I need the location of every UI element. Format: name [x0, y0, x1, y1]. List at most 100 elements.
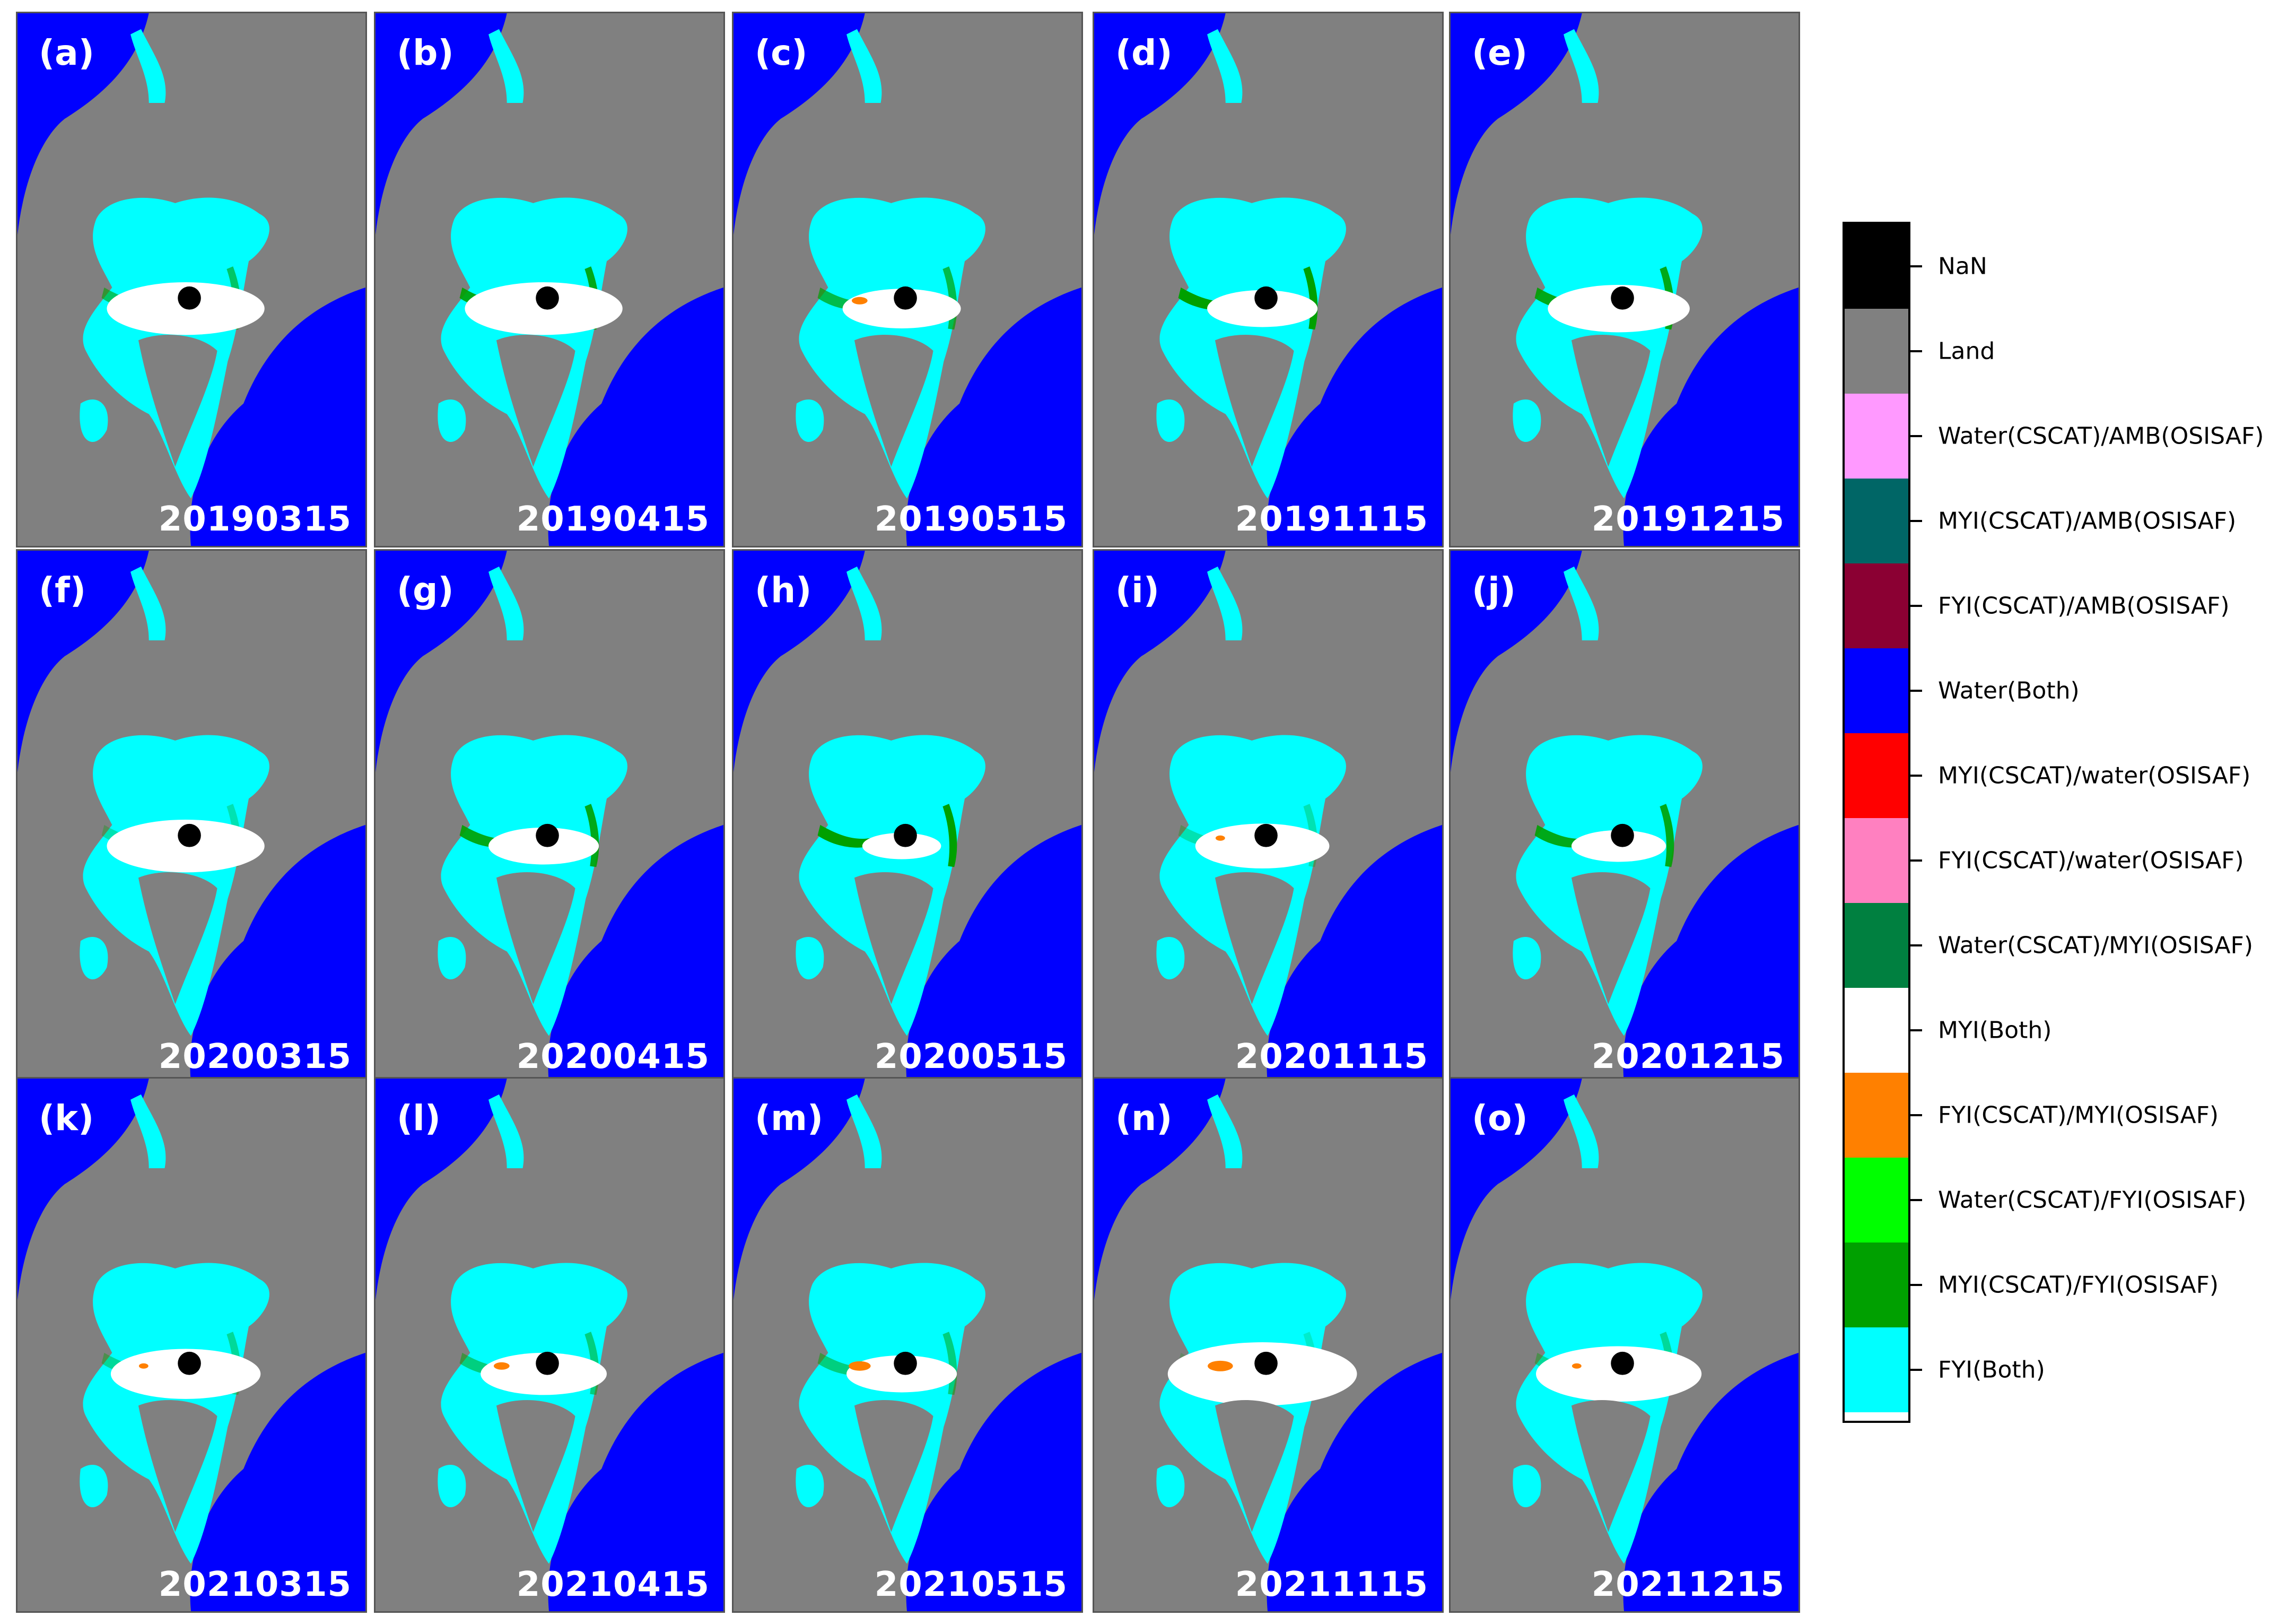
legend-label: MYI(Both): [1938, 1016, 2052, 1044]
ocean-region: [18, 1079, 149, 1300]
pole-marker: [1611, 1351, 1634, 1375]
land-region: [138, 1400, 217, 1532]
legend-tick: [1908, 1114, 1922, 1116]
land-region: [138, 334, 217, 467]
map-panel: (o) 20211215: [1449, 1077, 1800, 1613]
panel-date: 20200315: [158, 1037, 352, 1076]
legend-tick: [1908, 520, 1922, 522]
pole-marker: [894, 1351, 917, 1375]
legend-swatch: [1845, 309, 1908, 394]
panel-letter: (b): [397, 32, 454, 73]
ocean-region: [376, 551, 507, 772]
land-region: [854, 872, 933, 1004]
pole-marker: [178, 823, 201, 847]
land-region: [138, 872, 217, 1004]
panel-letter: (c): [755, 32, 808, 73]
sea-ice-region: [1564, 1094, 1599, 1168]
legend-tick: [1908, 1029, 1922, 1031]
ocean-region: [1267, 824, 1442, 1083]
land-region: [854, 334, 933, 467]
polar-map: [1094, 1079, 1442, 1611]
polar-map: [376, 551, 723, 1083]
sea-ice-region: [80, 1464, 108, 1508]
ocean-region: [190, 824, 365, 1083]
panel-date: 20210315: [158, 1565, 352, 1604]
map-panel: (m) 20210515: [732, 1077, 1083, 1613]
map-panel: (k) 20210315: [16, 1077, 367, 1613]
legend-tick: [1908, 350, 1922, 352]
sea-ice-region: [130, 1094, 166, 1168]
land-region: [1571, 334, 1651, 467]
panel-letter: (d): [1115, 32, 1173, 73]
map-panel: (f) 20200315: [16, 549, 367, 1085]
sea-ice-region: [1564, 29, 1599, 103]
legend-tick: [1908, 859, 1922, 862]
pole-marker: [1254, 286, 1278, 310]
ice-class-region: [1660, 804, 1674, 867]
sea-ice-region: [488, 566, 524, 640]
ocean-region: [1451, 13, 1582, 235]
sea-ice-region: [846, 29, 882, 103]
polar-map: [18, 551, 365, 1083]
panel-date: 20200515: [874, 1037, 1068, 1076]
panel-date: 20210415: [516, 1565, 710, 1604]
ocean-region: [1094, 1079, 1226, 1300]
polar-map: [734, 13, 1081, 546]
ocean-region: [734, 1079, 865, 1300]
ice-class-region: [851, 297, 868, 305]
ocean-region: [734, 551, 865, 772]
legend-label: MYI(CSCAT)/water(OSISAF): [1938, 762, 2251, 789]
legend-label: Water(CSCAT)/FYI(OSISAF): [1938, 1186, 2247, 1214]
legend-swatch: [1845, 479, 1908, 563]
legend-label: NaN: [1938, 253, 1987, 280]
legend-swatch: [1845, 648, 1908, 733]
legend-swatch: [1845, 1243, 1908, 1327]
legend-swatch: [1845, 988, 1908, 1073]
polar-map: [734, 1079, 1081, 1611]
map-panel: (d) 20191115: [1093, 12, 1444, 548]
land-region: [496, 872, 575, 1004]
polar-map: [1451, 13, 1799, 546]
sea-ice-region: [80, 936, 108, 980]
ocean-region: [190, 287, 365, 546]
map-panel-grid: (a) 20190315 (b) 20190415 (c) 20190515 (d) 2019…: [16, 12, 1800, 1613]
ocean-region: [906, 287, 1081, 546]
land-region: [496, 334, 575, 467]
ocean-region: [1623, 287, 1799, 546]
sea-ice-region: [488, 29, 524, 103]
polar-map: [18, 13, 365, 546]
sea-ice-region: [1513, 1464, 1541, 1508]
ice-class-region: [1215, 835, 1225, 841]
legend-tick: [1908, 1369, 1922, 1371]
pole-marker: [536, 286, 559, 310]
sea-ice-region: [846, 566, 882, 640]
ocean-region: [376, 1079, 507, 1300]
pole-marker: [536, 823, 559, 847]
panel-letter: (i): [1115, 570, 1159, 611]
sea-ice-region: [1156, 399, 1185, 442]
legend-swatch: [1845, 394, 1908, 479]
panel-date: 20190315: [158, 500, 352, 539]
panel-date: 20190515: [874, 500, 1068, 539]
land-region: [1571, 872, 1651, 1004]
map-panel: (c) 20190515: [732, 12, 1083, 548]
panel-letter: (h): [755, 570, 812, 611]
ocean-region: [1094, 13, 1226, 235]
map-panel: (a) 20190315: [16, 12, 367, 548]
legend-label: MYI(CSCAT)/AMB(OSISAF): [1938, 507, 2237, 535]
panel-letter: (e): [1472, 32, 1528, 73]
ocean-region: [1094, 551, 1226, 772]
ice-class-region: [942, 804, 957, 867]
legend-label: FYI(CSCAT)/AMB(OSISAF): [1938, 592, 2230, 620]
ocean-region: [906, 1352, 1081, 1611]
sea-ice-region: [1156, 1464, 1185, 1508]
ocean-region: [1267, 1352, 1442, 1611]
ocean-region: [734, 13, 865, 235]
sea-ice-region: [438, 1464, 466, 1508]
panel-letter: (l): [397, 1098, 441, 1139]
sea-ice-region: [796, 399, 824, 442]
map-panel: (g) 20200415: [374, 549, 725, 1085]
sea-ice-region: [846, 1094, 882, 1168]
sea-ice-region: [1207, 566, 1243, 640]
ocean-region: [1623, 1352, 1799, 1611]
